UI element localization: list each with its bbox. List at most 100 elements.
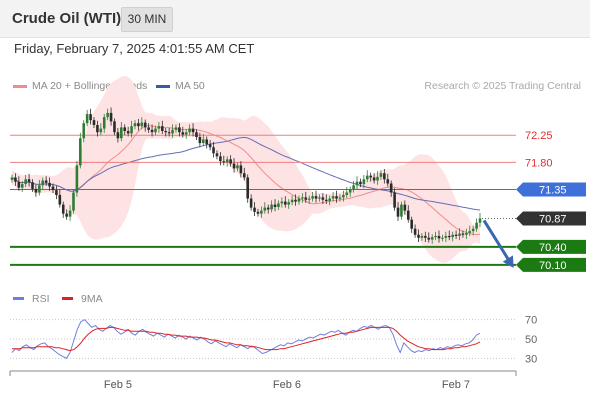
candle-body bbox=[201, 139, 205, 144]
bollinger-band-area bbox=[12, 75, 480, 263]
candle-body bbox=[437, 235, 441, 239]
candle-body bbox=[150, 129, 154, 133]
rsi-series-line bbox=[11, 319, 481, 359]
candle-body bbox=[164, 131, 168, 133]
candle-body bbox=[31, 182, 34, 189]
candle-body bbox=[273, 204, 277, 208]
rsi-tick-label: 70 bbox=[525, 315, 537, 327]
candle-body bbox=[355, 181, 359, 186]
candle-body bbox=[260, 210, 263, 214]
candle-body bbox=[236, 165, 239, 169]
candle-body bbox=[263, 207, 267, 211]
header-bar: Crude Oil (WTI) 30 MIN bbox=[0, 0, 590, 38]
candle-body bbox=[430, 237, 434, 240]
candle-body bbox=[208, 144, 212, 148]
price-tag-layer: 72.25 71.80 71.35 70.87 70.40 70.10 bbox=[516, 130, 586, 272]
candle-body bbox=[205, 139, 209, 145]
candle-body bbox=[191, 128, 195, 133]
rsi-panel: RSI 9MA 70 50 30 bbox=[10, 293, 537, 365]
candle-body bbox=[133, 123, 137, 127]
forecast-arrow-head bbox=[502, 255, 514, 268]
time-axis: Feb 5 Feb 6 Feb 7 bbox=[9, 370, 517, 391]
candle-body bbox=[229, 159, 232, 164]
pivot-label: 71.35 bbox=[539, 185, 567, 197]
candle-body bbox=[475, 222, 478, 229]
rsi-tick-label: 30 bbox=[525, 353, 537, 365]
candle-body bbox=[301, 197, 304, 199]
candle-body bbox=[212, 147, 215, 154]
candle-body bbox=[359, 181, 362, 185]
candle-body bbox=[277, 203, 280, 208]
candle-body bbox=[304, 197, 308, 200]
timeframe-button[interactable]: 30 MIN bbox=[121, 7, 173, 32]
resistance-label: 71.80 bbox=[525, 157, 553, 169]
candle-body bbox=[287, 202, 291, 205]
candle-body bbox=[181, 132, 185, 135]
candle-body bbox=[348, 189, 352, 193]
candle-body bbox=[471, 228, 475, 232]
candle-body bbox=[10, 177, 14, 180]
candle-body bbox=[270, 204, 273, 210]
candle-body bbox=[468, 231, 472, 233]
bollinger-layer bbox=[12, 75, 480, 263]
candle-body bbox=[188, 128, 191, 133]
candle-body bbox=[65, 213, 68, 217]
candle-body bbox=[406, 210, 410, 220]
candle-body bbox=[178, 127, 181, 133]
candle-body bbox=[184, 132, 188, 135]
last-price-label: 70.87 bbox=[539, 213, 567, 225]
candle-body bbox=[85, 114, 89, 124]
candle-body bbox=[20, 184, 24, 188]
candle-body bbox=[427, 237, 431, 240]
candle-body bbox=[102, 117, 106, 129]
candle-body bbox=[365, 175, 369, 180]
research-credit: Research © 2025 Trading Central bbox=[424, 80, 581, 92]
candle-body bbox=[219, 156, 222, 162]
resistance-label: 72.25 bbox=[525, 130, 553, 142]
ma20-line bbox=[11, 125, 481, 236]
candle-body bbox=[222, 161, 226, 163]
candle-body bbox=[143, 122, 147, 128]
timestamp: Friday, February 7, 2025 4:01:55 AM CET bbox=[14, 41, 255, 56]
candle-body bbox=[280, 201, 284, 204]
candle-body bbox=[116, 132, 120, 139]
rsi-legend-swatch bbox=[13, 297, 24, 300]
candle-body bbox=[92, 120, 96, 125]
candle-body bbox=[294, 199, 297, 202]
level-layer bbox=[10, 134, 516, 266]
support-label: 70.10 bbox=[539, 260, 567, 272]
candle-body bbox=[420, 235, 424, 238]
legend-swatch-ma50 bbox=[156, 84, 170, 88]
rsi-legend-label: RSI bbox=[32, 293, 50, 305]
legend-ma50: MA 50 bbox=[156, 80, 205, 92]
candle-body bbox=[335, 196, 338, 199]
last-price-tag bbox=[516, 211, 586, 226]
candle-body bbox=[256, 211, 260, 214]
rsi-series-line bbox=[12, 326, 481, 352]
candle-body bbox=[48, 182, 51, 187]
candle-body bbox=[75, 165, 79, 193]
candle-body bbox=[400, 204, 403, 217]
candle-body bbox=[376, 176, 379, 181]
candle-body bbox=[27, 179, 31, 183]
rsi-legend-swatch bbox=[62, 297, 73, 300]
candle-body bbox=[441, 237, 444, 239]
candle-body bbox=[379, 173, 383, 177]
candle-body bbox=[198, 137, 202, 144]
candle-body bbox=[434, 235, 437, 238]
candle-body bbox=[215, 153, 219, 157]
candle-body bbox=[109, 112, 113, 122]
candle-body bbox=[106, 112, 109, 118]
candle-body bbox=[393, 192, 396, 208]
x-tick-label: Feb 5 bbox=[104, 379, 132, 391]
candle-body bbox=[55, 190, 58, 195]
candle-body bbox=[283, 201, 287, 205]
candle-body bbox=[242, 173, 246, 178]
candle-body bbox=[174, 127, 178, 130]
candle-body bbox=[372, 177, 376, 181]
candle-body bbox=[161, 126, 164, 132]
candle-body bbox=[417, 234, 420, 238]
candle-body bbox=[403, 204, 407, 211]
candle-body bbox=[396, 207, 400, 217]
